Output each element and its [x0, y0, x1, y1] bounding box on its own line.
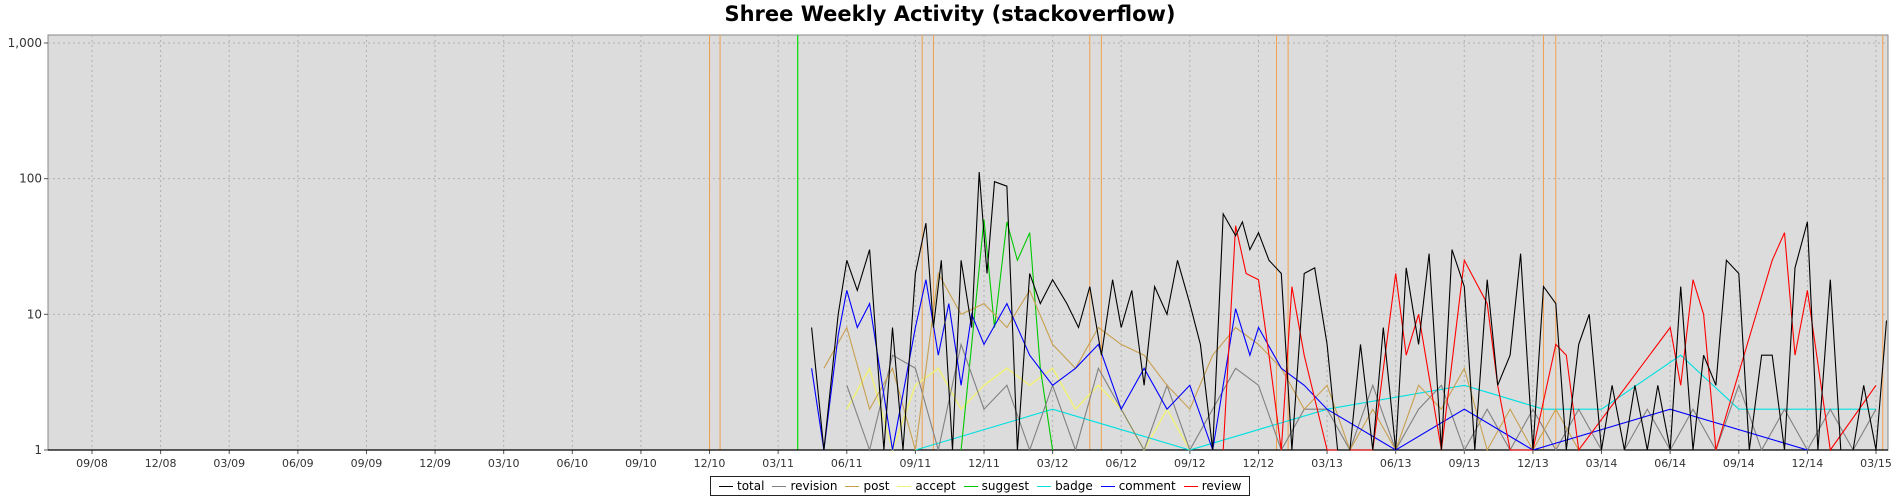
- legend-item-total: total: [719, 479, 764, 493]
- legend-label: badge: [1055, 479, 1093, 493]
- legend-item-accept: accept: [897, 479, 956, 493]
- legend-swatch: [772, 485, 787, 487]
- legend-item-comment: comment: [1100, 479, 1176, 493]
- x-tick-label: 12/11: [968, 457, 1000, 470]
- x-tick-label: 03/14: [1586, 457, 1618, 470]
- legend-label: review: [1201, 479, 1242, 493]
- series-line-comment: [811, 279, 1808, 451]
- legend-swatch: [963, 485, 978, 487]
- legend-label: total: [737, 479, 765, 493]
- legend-item-post: post: [845, 479, 889, 493]
- legend-label: accept: [915, 479, 956, 493]
- legend-swatch: [1037, 485, 1052, 487]
- legend-item-review: review: [1183, 479, 1242, 493]
- legend-item-suggest: suggest: [963, 479, 1030, 493]
- y-tick-label: 1: [34, 443, 42, 457]
- y-tick-label: 100: [19, 172, 42, 186]
- x-tick-label: 03/13: [1311, 457, 1343, 470]
- x-tick-label: 12/09: [419, 457, 451, 470]
- x-tick-label: 09/13: [1448, 457, 1480, 470]
- x-tick-label: 06/10: [556, 457, 588, 470]
- x-tick-label: 03/09: [213, 457, 245, 470]
- y-tick-label: 1,000: [8, 36, 42, 50]
- x-tick-label: 09/14: [1723, 457, 1755, 470]
- x-tick-label: 12/10: [694, 457, 726, 470]
- legend-swatch: [719, 485, 733, 487]
- x-tick-label: 09/09: [351, 457, 383, 470]
- x-tick-label: 03/12: [1037, 457, 1069, 470]
- x-tick-label: 03/11: [762, 457, 794, 470]
- legend-swatch: [897, 485, 912, 487]
- x-tick-label: 06/09: [282, 457, 314, 470]
- x-tick-label: 06/11: [831, 457, 863, 470]
- legend: total revision post accept suggest badge comme…: [710, 476, 1251, 496]
- x-tick-label: 09/12: [1174, 457, 1206, 470]
- y-tick-label: 10: [27, 307, 42, 321]
- x-tick-label: 09/11: [900, 457, 932, 470]
- x-tick-label: 12/12: [1243, 457, 1275, 470]
- x-tick-label: 06/13: [1380, 457, 1412, 470]
- x-tick-label: 12/08: [145, 457, 177, 470]
- series-line-total: [811, 171, 1888, 451]
- x-tick-label: 03/15: [1860, 457, 1892, 470]
- legend-swatch: [1100, 485, 1115, 487]
- x-tick-label: 09/08: [76, 457, 108, 470]
- legend-label: revision: [790, 479, 838, 493]
- series-line-post: [823, 271, 1580, 452]
- legend-swatch: [1183, 485, 1198, 487]
- x-tick-label: 06/12: [1105, 457, 1137, 470]
- x-tick-label: 12/14: [1792, 457, 1824, 470]
- x-tick-label: 03/10: [488, 457, 520, 470]
- series-line-suggest: [960, 219, 1054, 451]
- legend-item-badge: badge: [1037, 479, 1093, 493]
- x-tick-label: 12/13: [1517, 457, 1549, 470]
- x-tick-label: 06/14: [1654, 457, 1686, 470]
- legend-label: suggest: [981, 479, 1030, 493]
- x-tick-label: 09/10: [625, 457, 657, 470]
- legend-label: post: [863, 479, 890, 493]
- legend-label: comment: [1118, 479, 1176, 493]
- legend-swatch: [845, 485, 860, 487]
- series-line-revision: [846, 342, 1877, 452]
- legend-item-revision: revision: [772, 479, 837, 493]
- chart-title: Shree Weekly Activity (stackoverflow): [724, 2, 1176, 26]
